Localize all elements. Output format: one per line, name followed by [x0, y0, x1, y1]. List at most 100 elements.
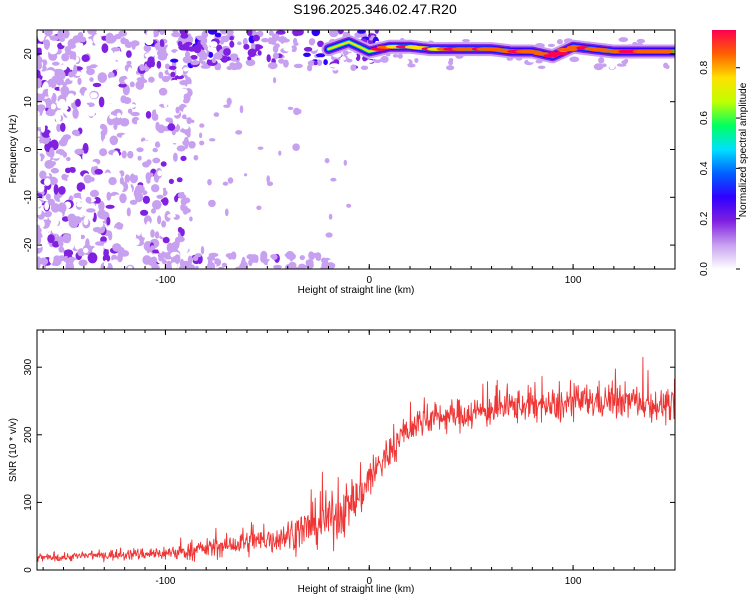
colorbar-tick-label: 0.8: [699, 60, 710, 74]
heatmap-blob: [380, 55, 389, 63]
heatmap-blob: [146, 59, 154, 68]
heatmap-blob: [274, 69, 281, 75]
heatmap-blob: [280, 35, 285, 45]
colorbar-tick-label: 0.0: [699, 262, 710, 276]
heatmap-blob: [239, 105, 244, 114]
heatmap-blob: [142, 195, 150, 204]
heatmap-blob: [111, 47, 121, 52]
heatmap-blob: [618, 37, 629, 43]
heatmap-blob: [569, 56, 580, 63]
heatmap-blob: [207, 179, 212, 186]
heatmap-blob: [141, 140, 151, 147]
heatmap-blob: [157, 170, 163, 177]
heatmap-blob: [131, 42, 136, 50]
heatmap-blob: [180, 33, 189, 39]
heatmap-blob: [119, 215, 125, 224]
heatmap-blob: [214, 32, 222, 38]
heatmap-blob: [37, 30, 45, 42]
heatmap-blob: [158, 244, 163, 254]
heatmap-blob: [76, 175, 83, 180]
heatmap-blob: [285, 121, 289, 128]
heatmap-blob: [77, 142, 85, 149]
x-tick-label: 0: [366, 576, 372, 587]
heatmap-blob: [66, 156, 71, 162]
heatmap-blob: [582, 59, 593, 65]
heatmap-blob: [37, 235, 42, 246]
heatmap-blob: [200, 246, 205, 255]
heatmap-blob: [374, 30, 379, 34]
heatmap-blob: [217, 154, 222, 160]
heatmap-blob: [39, 219, 45, 229]
heatmap-blob: [87, 30, 97, 35]
heatmap-blob: [164, 263, 172, 269]
colorbar-gradient: [712, 30, 736, 269]
heatmap-blob: [510, 61, 516, 68]
heatmap-blob: [284, 252, 295, 258]
heatmap-blob: [159, 30, 165, 35]
heatmap-blob: [308, 61, 314, 66]
heatmap-blob: [309, 262, 314, 269]
heatmap-blob: [85, 196, 92, 204]
heatmap-blob: [160, 161, 167, 167]
heatmap-blob: [72, 108, 79, 119]
heatmap-blob: [39, 170, 47, 180]
heatmap-blob: [270, 254, 276, 259]
heatmap-blob: [100, 212, 107, 220]
heatmap-blob: [601, 63, 607, 68]
heatmap-blob: [219, 38, 225, 45]
heatmap-blob: [197, 96, 202, 106]
heatmap-blob: [165, 184, 173, 193]
heatmap-blob: [611, 37, 620, 44]
heatmap-blob: [107, 97, 115, 104]
heatmap-blob: [284, 263, 294, 269]
y-tick-label: 200: [23, 426, 34, 443]
heatmap-blob: [37, 163, 45, 169]
heatmap-blob: [89, 77, 94, 82]
heatmap-blob: [214, 259, 222, 265]
heatmap-blob: [247, 48, 257, 58]
heatmap-blob: [272, 52, 279, 60]
heatmap-blob: [347, 52, 357, 60]
heatmap-blob: [183, 67, 189, 72]
heatmap-blob: [386, 61, 392, 67]
heatmap-blob: [167, 123, 176, 131]
chart-title: S196.2025.346.02.47.R20: [293, 1, 457, 17]
heatmap-blob: [326, 139, 335, 143]
x-tick-label: 100: [565, 576, 582, 587]
heatmap-blob: [56, 228, 66, 235]
heatmap-blob: [317, 40, 324, 47]
heatmap-blob: [132, 238, 140, 246]
heatmap-blob: [223, 104, 231, 108]
ridge-hotspot: [548, 51, 570, 56]
heatmap-blob: [263, 142, 268, 148]
heatmap-blob: [156, 194, 164, 199]
heatmap-blob: [109, 135, 119, 146]
heatmap-blob: [135, 184, 145, 194]
heatmap-blob: [325, 87, 333, 97]
heatmap-blob: [60, 122, 66, 132]
heatmap-blob: [537, 65, 546, 70]
heatmap-blob: [128, 136, 133, 144]
heatmap-blob: [67, 93, 76, 104]
heatmap-blob: [112, 243, 122, 252]
heatmap-blob: [176, 177, 183, 183]
ridge-hotspot: [654, 49, 675, 54]
heatmap-blob: [188, 141, 196, 149]
heatmap-blob: [186, 117, 192, 125]
heatmap-blob: [119, 177, 124, 185]
heatmap-blob: [113, 121, 118, 130]
heatmap-blob: [107, 263, 113, 269]
heatmap-blob: [298, 109, 302, 114]
heatmap-blob: [161, 97, 167, 104]
heatmap-blob: [313, 61, 318, 66]
heatmap-blob: [130, 234, 137, 239]
x-tick-label: -100: [155, 275, 175, 286]
heatmap-blob: [154, 231, 160, 239]
heatmap-blob: [44, 211, 50, 218]
heatmap-blob: [273, 77, 277, 84]
y-tick-label: 0: [23, 567, 34, 573]
heatmap-blob: [624, 58, 629, 63]
heatmap-blob: [86, 208, 96, 213]
heatmap-blob: [76, 182, 86, 192]
heatmap-blob: [59, 37, 65, 42]
